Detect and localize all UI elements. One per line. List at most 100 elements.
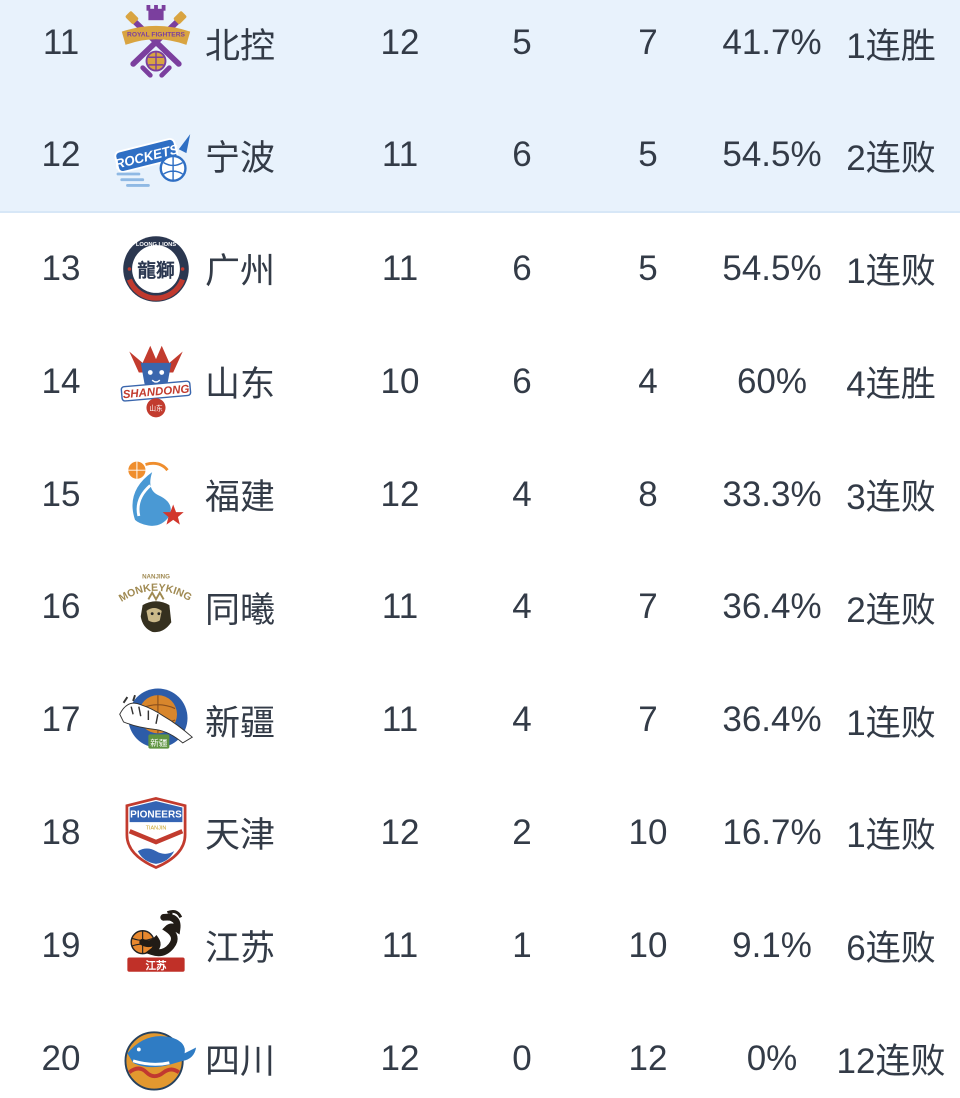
- svg-text:新疆: 新疆: [150, 737, 168, 748]
- svg-text:TIANJIN: TIANJIN: [146, 825, 167, 831]
- table-row[interactable]: 16 NANJING MONKEYKINGS 同曦 11 4 7 36.4% 2…: [0, 550, 960, 664]
- games-played: 12: [380, 23, 420, 63]
- streak-label: 2连败: [846, 138, 936, 178]
- wins-count: 4: [512, 474, 532, 514]
- rank-number: 13: [41, 248, 81, 288]
- streak-label: 1连败: [846, 703, 936, 743]
- rank-number: 16: [41, 587, 81, 627]
- svg-text:江苏: 江苏: [146, 959, 167, 972]
- team-name: 江苏: [205, 929, 276, 969]
- streak-label: 2连败: [846, 590, 936, 630]
- svg-text:LOONG LIONS: LOONG LIONS: [136, 242, 176, 248]
- streak-label: 3连败: [846, 478, 936, 518]
- svg-text:ROYAL FIGHTERS: ROYAL FIGHTERS: [127, 32, 186, 39]
- wins-count: 0: [512, 1038, 532, 1078]
- table-row[interactable]: 18 PIONEERS TIANJIN 天津 12 2 10 16.7% 1连败: [0, 776, 960, 890]
- team-name: 宁波: [205, 138, 276, 178]
- team-logo: ROCKETS: [113, 117, 191, 193]
- svg-text:SHANDONG: SHANDONG: [122, 383, 190, 401]
- losses-count: 8: [638, 474, 658, 514]
- table-row[interactable]: 12 ROCKETS 宁波 11 6 5 54.5% 2连败: [0, 99, 960, 213]
- streak-label: 12连败: [836, 1042, 946, 1082]
- losses-count: 10: [628, 812, 668, 852]
- svg-text:MONKEYKINGS: MONKEYKINGS: [110, 560, 193, 605]
- team-logo: SHANDONG 山东: [120, 343, 192, 421]
- games-played: 12: [380, 474, 420, 514]
- team-logo: ROYAL FIGHTERS: [121, 5, 191, 81]
- wins-count: 4: [512, 700, 532, 740]
- table-row[interactable]: 19 江苏 江苏 11 1 10 9.1% 6连败: [0, 889, 960, 1003]
- rank-number: 17: [41, 700, 81, 740]
- wins-count: 5: [512, 23, 532, 63]
- wins-count: 6: [512, 361, 532, 401]
- wins-count: 1: [512, 925, 532, 965]
- team-name: 福建: [205, 478, 276, 518]
- table-row[interactable]: 17 新疆 新疆 11 4 7 36.4% 1连败: [0, 663, 960, 777]
- table-row[interactable]: 14 SHANDONG 山东 山东 10 6 4 60% 4连胜: [0, 325, 960, 439]
- win-percentage: 0%: [746, 1038, 798, 1078]
- losses-count: 5: [638, 248, 658, 288]
- win-percentage: 54.5%: [722, 248, 822, 288]
- team-logo: 江苏: [122, 907, 190, 985]
- svg-text:龍獅: 龍獅: [137, 260, 175, 281]
- losses-count: 7: [638, 23, 658, 63]
- team-name: 山东: [205, 365, 276, 405]
- streak-label: 6连败: [846, 929, 936, 969]
- table-row[interactable]: 20 四川 12 0 12 0% 12连败: [0, 1002, 960, 1098]
- losses-count: 12: [628, 1038, 668, 1078]
- games-played: 11: [381, 925, 419, 965]
- win-percentage: 16.7%: [722, 812, 822, 852]
- games-played: 10: [380, 361, 420, 401]
- win-percentage: 54.5%: [722, 135, 822, 175]
- team-logo: PIONEERS TIANJIN: [122, 794, 190, 872]
- wins-count: 4: [512, 587, 532, 627]
- wins-count: 2: [512, 812, 532, 852]
- losses-count: 10: [628, 925, 668, 965]
- table-row[interactable]: 15 福建 12 4 8 33.3% 3连败: [0, 438, 960, 551]
- streak-label: 1连败: [846, 816, 936, 856]
- rank-number: 12: [41, 135, 81, 175]
- team-name: 天津: [205, 816, 276, 856]
- streak-label: 4连胜: [846, 365, 936, 405]
- streak-label: 1连败: [846, 252, 936, 292]
- win-percentage: 9.1%: [732, 925, 812, 965]
- games-played: 11: [381, 700, 419, 740]
- losses-count: 7: [638, 700, 658, 740]
- team-name: 广州: [205, 252, 276, 292]
- team-name: 北控: [205, 26, 276, 66]
- rank-number: 19: [41, 925, 81, 965]
- games-played: 12: [380, 1038, 420, 1078]
- team-logo: [122, 456, 190, 534]
- losses-count: 4: [638, 361, 658, 401]
- games-played: 11: [381, 248, 419, 288]
- wins-count: 6: [512, 135, 532, 175]
- games-played: 12: [380, 812, 420, 852]
- win-percentage: 36.4%: [722, 587, 822, 627]
- rank-number: 20: [41, 1038, 81, 1078]
- team-logo: LOONG LIONS 龍獅: [122, 231, 190, 307]
- streak-label: 1连胜: [846, 26, 936, 66]
- win-percentage: 60%: [736, 361, 808, 401]
- team-logo: [122, 1020, 197, 1098]
- games-played: 11: [381, 135, 419, 175]
- team-name: 同曦: [205, 590, 276, 630]
- table-row[interactable]: 13 LOONG LIONS 龍獅 广州 11 6 5 54.5% 1连败: [0, 212, 960, 326]
- team-logo: 新疆: [119, 681, 194, 759]
- svg-text:PIONEERS: PIONEERS: [130, 810, 182, 821]
- team-name: 四川: [205, 1042, 276, 1082]
- losses-count: 5: [638, 135, 658, 175]
- team-logo: NANJING MONKEYKINGS: [110, 560, 194, 646]
- rank-number: 11: [42, 23, 80, 63]
- losses-count: 7: [638, 587, 658, 627]
- win-percentage: 41.7%: [722, 23, 822, 63]
- rank-number: 14: [41, 361, 81, 401]
- win-percentage: 33.3%: [722, 474, 822, 514]
- table-row[interactable]: 11 ROYAL FIGHTERS 北控 12 5 7 41.7% 1连胜: [0, 0, 960, 100]
- svg-text:NANJING: NANJING: [142, 574, 170, 581]
- rank-number: 15: [41, 474, 81, 514]
- games-played: 11: [381, 587, 419, 627]
- team-name: 新疆: [205, 703, 276, 743]
- rank-number: 18: [41, 812, 81, 852]
- svg-text:山东: 山东: [149, 403, 163, 412]
